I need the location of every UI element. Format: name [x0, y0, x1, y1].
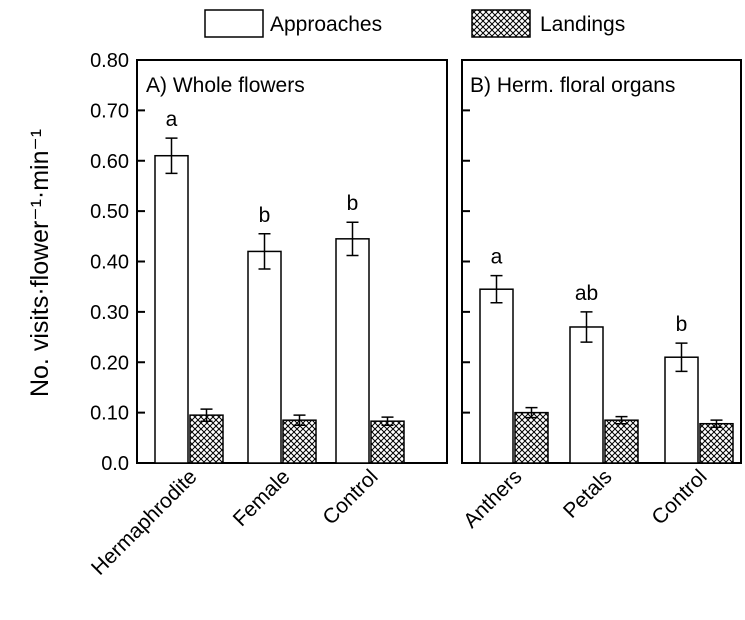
category-label: Control	[318, 465, 382, 529]
significance-label: b	[259, 204, 271, 227]
legend-label-approaches: Approaches	[270, 13, 382, 36]
bar-landings-anthers	[514, 411, 549, 464]
significance-label: a	[166, 108, 178, 131]
error-bar	[615, 415, 628, 425]
category-label: Anthers	[459, 465, 526, 532]
bar-approaches-anthers	[479, 288, 514, 464]
category-label: Hermaphrodite	[87, 465, 201, 579]
bar-landings-control	[370, 420, 405, 464]
y-tick-label: 0.0	[101, 453, 129, 475]
legend-swatch-landings	[471, 9, 531, 38]
error-bar	[525, 406, 538, 419]
bar-approaches-female	[247, 250, 282, 464]
legend: Approaches Landings	[204, 9, 625, 38]
significance-label: b	[676, 313, 688, 336]
error-bar	[710, 419, 723, 428]
bar-approaches-hermaphrodite	[154, 154, 189, 464]
bar-landings-female	[282, 419, 317, 464]
error-bar	[200, 408, 213, 422]
error-bar	[165, 137, 178, 175]
significance-label: b	[347, 192, 359, 215]
y-tick-label: 0.40	[90, 252, 129, 274]
panel-a: A) Whole flowers 0.0 0.10 0.20 0.30 0.40 0.50…	[87, 50, 448, 580]
y-tick-label: 0.10	[90, 403, 129, 425]
y-tick-label: 0.60	[90, 151, 129, 173]
panel-a-categories: Hermaphrodite Female Control	[87, 465, 382, 579]
bar-approaches-petals	[569, 326, 604, 464]
panel-a-bars: a b b	[154, 108, 405, 464]
significance-label: a	[491, 246, 503, 269]
y-tick-label: 0.50	[90, 201, 129, 223]
error-bar	[381, 416, 394, 426]
category-label: Petals	[559, 465, 617, 523]
error-bar	[580, 311, 593, 343]
y-tick-label: 0.20	[90, 352, 129, 374]
error-bar	[258, 233, 271, 270]
panel-a-title: A) Whole flowers	[146, 74, 305, 97]
panel-b-bars: a ab b	[479, 246, 734, 464]
bar-approaches-control	[664, 356, 699, 464]
category-label: Female	[229, 465, 295, 531]
bar-landings-control	[699, 422, 734, 464]
legend-swatch-approaches	[204, 9, 264, 38]
y-tick-label: 0.30	[90, 302, 129, 324]
panel-a-y-ticks: 0.0 0.10 0.20 0.30 0.40 0.50 0.60 0.70 0.80	[90, 50, 145, 475]
bar-landings-hermaphrodite	[189, 414, 224, 464]
category-label: Control	[647, 465, 711, 529]
error-bar	[293, 414, 306, 426]
panel-b-title: B) Herm. floral organs	[470, 74, 675, 97]
panel-b: B) Herm. floral organs a ab b Anthers Petal…	[459, 59, 742, 533]
error-bar	[490, 274, 503, 304]
legend-label-landings: Landings	[540, 13, 625, 36]
significance-label: ab	[575, 282, 598, 305]
error-bar	[675, 342, 688, 373]
error-bar	[346, 221, 359, 257]
bar-approaches-control	[335, 238, 370, 464]
y-tick-label: 0.80	[90, 50, 129, 72]
bar-landings-petals	[604, 419, 639, 464]
y-axis-label: No. visits·flower⁻¹·min⁻¹	[26, 129, 54, 397]
panel-b-y-ticks	[462, 59, 470, 464]
y-tick-label: 0.70	[90, 100, 129, 122]
panel-b-categories: Anthers Petals Control	[459, 465, 711, 532]
